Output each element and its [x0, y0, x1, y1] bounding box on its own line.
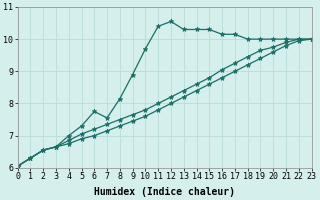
X-axis label: Humidex (Indice chaleur): Humidex (Indice chaleur)	[94, 186, 235, 197]
